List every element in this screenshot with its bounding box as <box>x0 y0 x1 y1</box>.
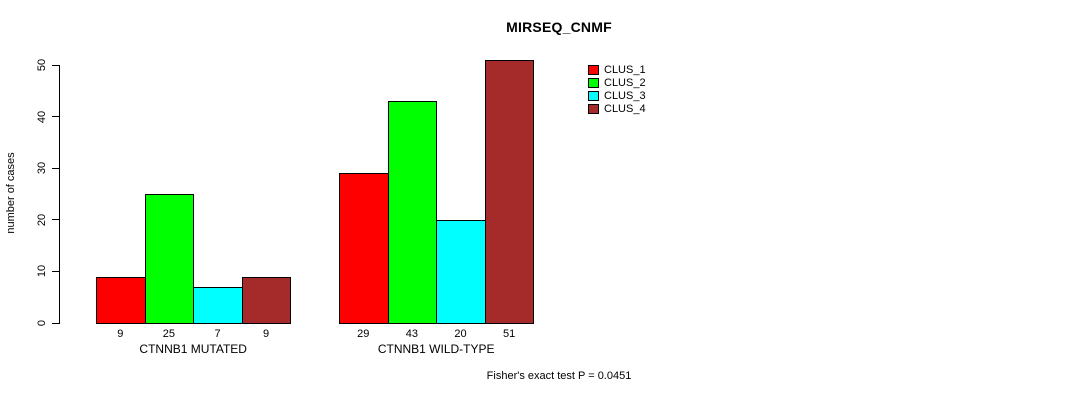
bar-clus_1-1 <box>96 276 146 324</box>
bar-value-label: 20 <box>454 328 467 340</box>
bar-clus_4-2 <box>484 59 535 324</box>
fisher-test-annotation: Fisher's exact test P = 0.0451 <box>486 370 632 382</box>
legend-label: CLUS_3 <box>604 90 646 102</box>
legend-swatch-clus_3 <box>588 91 599 101</box>
legend-swatch-clus_2 <box>588 78 599 88</box>
y-tick-label: 0 <box>36 319 48 327</box>
y-tick-mark <box>52 167 59 169</box>
bar-clus_2-1 <box>144 194 195 324</box>
y-tick-mark <box>52 64 59 66</box>
y-tick-label: 10 <box>36 265 48 278</box>
y-tick-mark <box>52 270 59 272</box>
group-label: CTNNB1 MUTATED <box>139 342 247 356</box>
bar-clus_4-1 <box>241 276 292 324</box>
bar-value-label: 43 <box>405 328 419 340</box>
y-tick-mark <box>52 219 59 221</box>
bar-value-label: 25 <box>162 328 176 340</box>
bar-value-label: 9 <box>263 328 270 340</box>
legend-label: CLUS_2 <box>604 77 646 89</box>
bar-clus_2-2 <box>387 101 438 324</box>
y-tick-label: 40 <box>36 110 48 123</box>
legend-label: CLUS_4 <box>604 103 646 115</box>
legend-swatch-clus_4 <box>588 104 599 114</box>
bar-value-label: 9 <box>117 328 124 340</box>
bar-value-label: 7 <box>214 328 221 340</box>
bar-value-label: 51 <box>502 328 516 340</box>
y-tick-label: 50 <box>36 58 48 72</box>
y-axis-line <box>59 65 60 324</box>
bar-value-label: 29 <box>357 328 370 340</box>
y-axis-label: number of cases <box>5 152 17 234</box>
group-label: CTNNB1 WILD-TYPE <box>377 342 495 356</box>
y-tick-mark <box>52 322 59 324</box>
bar-clus_3-1 <box>193 286 243 324</box>
y-tick-mark <box>52 116 59 118</box>
bar-clus_3-2 <box>436 219 486 324</box>
y-tick-label: 30 <box>36 162 48 175</box>
legend-label: CLUS_1 <box>604 64 646 76</box>
chart-title: MIRSEQ_CNMF <box>506 19 612 35</box>
legend-swatch-clus_1 <box>588 65 599 75</box>
bar-clus_1-2 <box>339 173 389 324</box>
y-tick-label: 20 <box>36 213 48 226</box>
